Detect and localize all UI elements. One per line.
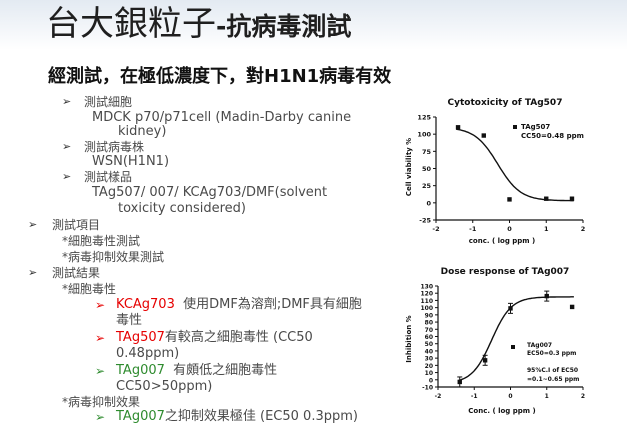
sample-text: TAg507/ 007/ KCAg703/DMF(solvent xyxy=(92,185,328,200)
legend-ci-1: 95%C.I of EC50 xyxy=(527,367,578,374)
fit-curve xyxy=(457,296,574,382)
data-point xyxy=(544,196,549,201)
cyto-heading: *細胞毒性 xyxy=(62,282,117,296)
y-tick-label: 25 xyxy=(422,182,432,190)
cells-text-cont: kidney) xyxy=(118,124,167,139)
chart-title: Cytotoxicity of TAg507 xyxy=(448,98,563,108)
x-tick-label: -1 xyxy=(469,225,477,233)
items-1: *細胞毒性測試 xyxy=(62,234,141,248)
items-heading: 測試項目 xyxy=(52,218,101,232)
data-point xyxy=(482,358,488,363)
x-tick-label: -2 xyxy=(432,225,439,233)
sample-text-cont: toxicity considered) xyxy=(118,201,246,216)
legend-marker xyxy=(513,125,517,129)
data-point xyxy=(569,304,575,310)
data-point xyxy=(507,197,512,202)
y-tick-label: 20 xyxy=(425,363,433,370)
y-tick-label: -10 xyxy=(422,385,433,392)
data-point xyxy=(544,293,549,299)
cells-heading: 測試細胞 xyxy=(84,95,133,109)
y-tick-label: -25 xyxy=(419,217,431,225)
legend-ci-2: =0.1~0.65 ppm xyxy=(527,376,579,383)
data-point xyxy=(508,306,513,311)
chart-title: Dose response of TAg007 xyxy=(441,267,570,277)
bullet-arrow-red-icon: ➢ xyxy=(95,331,106,345)
x-tick-label: -2 xyxy=(435,393,442,400)
virus-text: WSN(H1N1) xyxy=(92,154,170,169)
items-2: *病毒抑制效果測試 xyxy=(62,250,165,264)
y-tick-label: 80 xyxy=(425,320,433,327)
virus-heading: 測試病毒株 xyxy=(84,140,145,154)
result-tag507: TAg507有較高之細胞毒性 (CC50 xyxy=(116,330,313,345)
data-point xyxy=(455,125,461,130)
x-tick-label: 2 xyxy=(581,225,586,233)
sample-name: KCAg703 xyxy=(116,297,175,312)
legend-note: CC50=0.48 ppm xyxy=(521,132,584,140)
y-tick-label: 0 xyxy=(429,377,433,384)
bullet-arrow-green-icon: ➢ xyxy=(95,364,106,378)
y-tick-label: 125 xyxy=(417,114,431,122)
y-tick-label: 90 xyxy=(425,312,433,319)
fit-curve xyxy=(456,128,574,202)
sample-name: TAg507 xyxy=(116,330,165,345)
y-tick-label: 50 xyxy=(422,165,432,173)
bullet-arrow-icon: ➢ xyxy=(62,95,72,108)
y-tick-label: 100 xyxy=(420,305,433,312)
results-heading: 測試結果 xyxy=(52,266,101,280)
legend-note: EC50=0.3 ppm xyxy=(527,350,576,357)
x-tick-label: -1 xyxy=(471,393,478,400)
result-tag507-cont: 0.48ppm) xyxy=(116,346,180,361)
bullet-arrow-icon: ➢ xyxy=(28,266,38,279)
data-point xyxy=(481,133,486,138)
sample-name: TAg007 xyxy=(116,409,165,424)
result-inhibition: TAg007之抑制效果極佳 (EC50 0.3ppm) xyxy=(116,409,358,424)
cytotoxicity-chart: Cytotoxicity of TAg507 Cell viability % … xyxy=(405,98,586,245)
chart-ylabel: Inhibition % xyxy=(405,315,413,362)
dose-response-chart: Dose response of TAg007 Inhibition % Con… xyxy=(405,267,585,415)
bullet-arrow-green-icon: ➢ xyxy=(95,410,106,424)
bullet-arrow-icon: ➢ xyxy=(62,170,72,183)
data-point xyxy=(569,196,575,201)
y-tick-label: 70 xyxy=(425,327,433,334)
legend-marker xyxy=(511,345,515,349)
x-tick-label: 0 xyxy=(507,225,512,233)
sample-heading: 測試樣品 xyxy=(84,170,133,184)
inhib-heading: *病毒抑制效果 xyxy=(62,395,141,409)
result-tag007-cont: CC50>50ppm) xyxy=(116,379,213,394)
result-kcag703-cont: 毒性 xyxy=(116,313,143,328)
chart-xlabel: Conc. ( log ppm ) xyxy=(468,407,535,415)
y-tick-label: 10 xyxy=(425,370,433,377)
chart-xlabel: conc. ( log ppm ) xyxy=(469,237,535,245)
y-tick-label: 75 xyxy=(422,148,432,156)
title-bar xyxy=(0,0,627,50)
result-tag007: TAg007 有頗低之細胞毒性 xyxy=(116,363,278,378)
legend-series: TAg007 xyxy=(527,342,552,349)
y-tick-label: 50 xyxy=(425,341,433,348)
chart-ylabel: Cell viability % xyxy=(405,138,413,196)
y-tick-label: 110 xyxy=(420,298,433,305)
x-tick-label: 2 xyxy=(581,393,585,400)
cells-text: MDCK p70/p71cell (Madin-Darby canine xyxy=(92,110,352,125)
result-kcag703: KCAg703 使用DMF為溶劑;DMF具有細胞 xyxy=(116,297,362,312)
y-tick-label: 60 xyxy=(425,334,433,341)
subtitle: 經測試，在極低濃度下，對H1N1病毒有效 xyxy=(48,66,392,87)
bullet-arrow-red-icon: ➢ xyxy=(95,298,106,312)
legend-series: TAg507 xyxy=(521,123,550,131)
x-tick-label: 1 xyxy=(545,393,549,400)
page-title: 台大銀粒子-抗病毒測試 xyxy=(46,4,352,44)
x-tick-label: 0 xyxy=(508,393,512,400)
y-tick-label: 30 xyxy=(425,356,433,363)
y-tick-label: 130 xyxy=(420,284,433,291)
y-tick-label: 40 xyxy=(425,348,433,355)
data-point xyxy=(457,379,462,385)
y-tick-label: 100 xyxy=(417,131,431,139)
y-tick-label: 120 xyxy=(420,291,433,298)
y-tick-label: 0 xyxy=(426,199,431,207)
x-tick-label: 1 xyxy=(544,225,549,233)
sample-name: TAg007 xyxy=(116,363,165,378)
bullet-arrow-icon: ➢ xyxy=(62,140,72,153)
bullet-arrow-icon: ➢ xyxy=(28,218,38,231)
